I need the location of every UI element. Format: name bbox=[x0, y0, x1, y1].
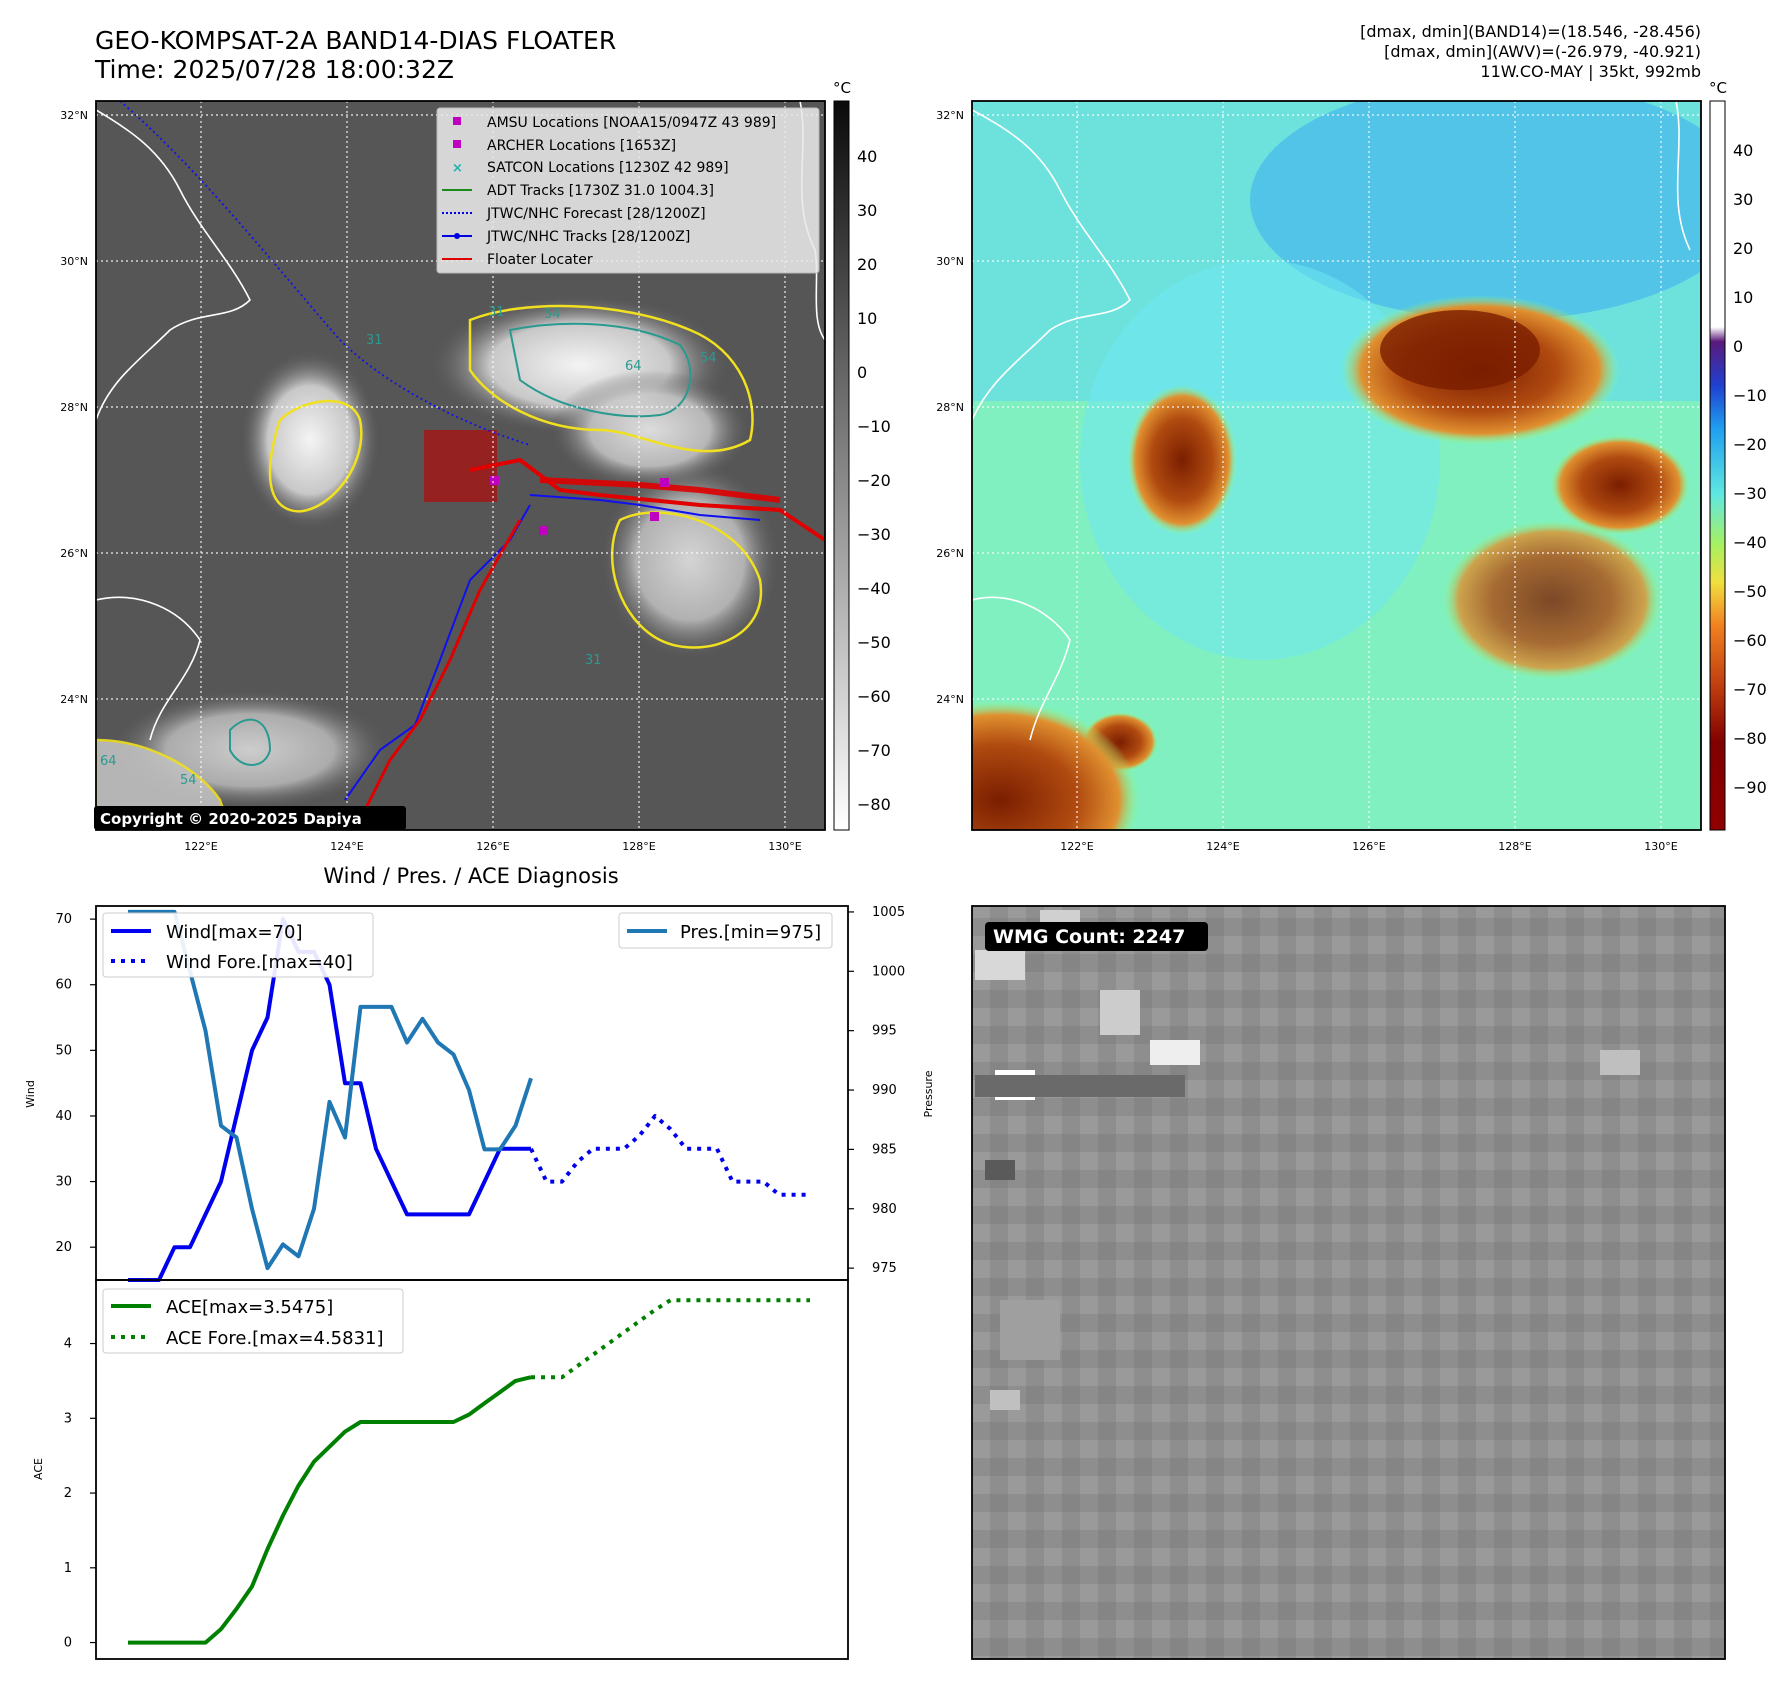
storm-info-block: [dmax, dmin](BAND14)=(18.546, -28.456) [… bbox=[1360, 22, 1701, 82]
lat-label-28: 28°N bbox=[60, 401, 88, 414]
awv-range-text: [dmax, dmin](AWV)=(-26.979, -40.921) bbox=[1384, 42, 1701, 61]
dias-map-panel bbox=[972, 101, 1701, 830]
cbar-tick: −40 bbox=[1733, 533, 1767, 552]
cbar-tick: 30 bbox=[857, 201, 877, 220]
contour-label: 54 bbox=[544, 307, 561, 322]
lat-label-24: 24°N bbox=[60, 693, 88, 706]
satellite-band-title: GEO-KOMPSAT-2A BAND14-DIAS FLOATER bbox=[95, 26, 617, 55]
cbar-tick: −20 bbox=[857, 471, 891, 490]
archer-marker-icon bbox=[453, 140, 461, 148]
lat-label-28: 28°N bbox=[936, 401, 964, 414]
cbar-tick: 30 bbox=[1733, 190, 1753, 209]
cbar-tick: −50 bbox=[857, 633, 891, 652]
lon-label-122: 122°E bbox=[184, 840, 217, 853]
cbar-tick: −90 bbox=[1733, 778, 1767, 797]
cbar-tick: −30 bbox=[1733, 484, 1767, 503]
contour-label: 54 bbox=[700, 351, 717, 366]
legend-amsu: AMSU Locations [NOAA15/0947Z 43 989] bbox=[487, 115, 776, 131]
cbar-tick: −80 bbox=[857, 795, 891, 814]
legend-jtwc-forecast: JTWC/NHC Forecast [28/1200Z] bbox=[486, 206, 706, 222]
observation-time: Time: 2025/07/28 18:00:32Z bbox=[95, 55, 454, 84]
lat-label-30: 30°N bbox=[936, 255, 964, 268]
contour-label: 54 bbox=[180, 773, 197, 788]
lon-label-128: 128°E bbox=[622, 840, 655, 853]
cbar-tick: −10 bbox=[1733, 386, 1767, 405]
legend-floater: Floater Locater bbox=[487, 252, 593, 268]
diag-title: Wind / Pres. / ACE Diagnosis bbox=[323, 864, 618, 888]
cbar-tick: −30 bbox=[857, 525, 891, 544]
copyright-text: Copyright © 2020-2025 Dapiya bbox=[100, 810, 362, 828]
lon-label-124: 124°E bbox=[1206, 840, 1239, 853]
colorbar-unit: °C bbox=[833, 79, 851, 97]
cbar-tick: −50 bbox=[1733, 582, 1767, 601]
cbar-tick: 40 bbox=[1733, 141, 1753, 160]
cbar-tick: −10 bbox=[857, 417, 891, 436]
lon-label-128: 128°E bbox=[1498, 840, 1531, 853]
contour-label: 31 bbox=[488, 305, 505, 320]
lon-label-126: 126°E bbox=[1352, 840, 1385, 853]
legend-jtwc-tracks: JTWC/NHC Tracks [28/1200Z] bbox=[486, 229, 690, 245]
contour-label: 31 bbox=[585, 653, 602, 668]
lon-label-122: 122°E bbox=[1060, 840, 1093, 853]
cbar-tick: −80 bbox=[1733, 729, 1767, 748]
dias-map-grid bbox=[972, 101, 1701, 830]
lon-label-126: 126°E bbox=[476, 840, 509, 853]
cbar-tick: 40 bbox=[857, 147, 877, 166]
cbar-tick: −40 bbox=[857, 579, 891, 598]
legend-archer: ARCHER Locations [1653Z] bbox=[487, 138, 676, 154]
cbar-tick: −20 bbox=[1733, 435, 1767, 454]
lon-label-130: 130°E bbox=[1644, 840, 1677, 853]
figure-title: GEO-KOMPSAT-2A BAND14-DIAS FLOATER Time:… bbox=[95, 26, 616, 84]
lon-label-130: 130°E bbox=[768, 840, 801, 853]
cbar-tick: 20 bbox=[1733, 239, 1753, 258]
amsu-marker-icon bbox=[453, 117, 461, 125]
colorbar-unit: °C bbox=[1709, 79, 1727, 97]
lat-label-32: 32°N bbox=[60, 109, 88, 122]
map-legend: AMSU Locations [NOAA15/0947Z 43 989] ARC… bbox=[436, 107, 820, 274]
lat-label-32: 32°N bbox=[936, 109, 964, 122]
ir-colorbar: °C 40 30 20 10 0 −10 −20 −30 −40 −50 −60… bbox=[833, 79, 891, 831]
satcon-marker-icon: × bbox=[452, 161, 463, 176]
lat-label-26: 26°N bbox=[936, 547, 964, 560]
lat-label-26: 26°N bbox=[60, 547, 88, 560]
cbar-tick: 0 bbox=[1733, 337, 1743, 356]
cbar-tick: 10 bbox=[1733, 288, 1753, 307]
cbar-tick: −60 bbox=[857, 687, 891, 706]
contour-label: 31 bbox=[366, 333, 383, 348]
cbar-tick: −70 bbox=[857, 741, 891, 760]
copyright-badge bbox=[94, 806, 406, 830]
cbar-tick: −60 bbox=[1733, 631, 1767, 650]
cbar-tick: −70 bbox=[1733, 680, 1767, 699]
lat-label-24: 24°N bbox=[936, 693, 964, 706]
storm-id-text: 11W.CO-MAY | 35kt, 992mb bbox=[1480, 62, 1701, 81]
wmg-panel: WMG Count: 2247 bbox=[971, 905, 1726, 1660]
cbar-tick: 0 bbox=[857, 363, 867, 382]
wmg-count-text: WMG Count: 2247 bbox=[993, 926, 1185, 948]
contour-label: 64 bbox=[625, 359, 642, 374]
lat-label-30: 30°N bbox=[60, 255, 88, 268]
cbar-tick: 10 bbox=[857, 309, 877, 328]
lon-label-124: 124°E bbox=[330, 840, 363, 853]
contour-label: 64 bbox=[100, 754, 117, 769]
dias-colorbar: °C 40 30 20 10 0 −10 −20 −30 −40 −50 −60… bbox=[1709, 79, 1767, 831]
cbar-tick: 20 bbox=[857, 255, 877, 274]
band14-range-text: [dmax, dmin](BAND14)=(18.546, -28.456) bbox=[1360, 22, 1701, 41]
legend-adt: ADT Tracks [1730Z 31.0 1004.3] bbox=[487, 183, 714, 199]
wmg-count-badge bbox=[985, 922, 1208, 951]
legend-satcon: SATCON Locations [1230Z 42 989] bbox=[487, 160, 729, 176]
